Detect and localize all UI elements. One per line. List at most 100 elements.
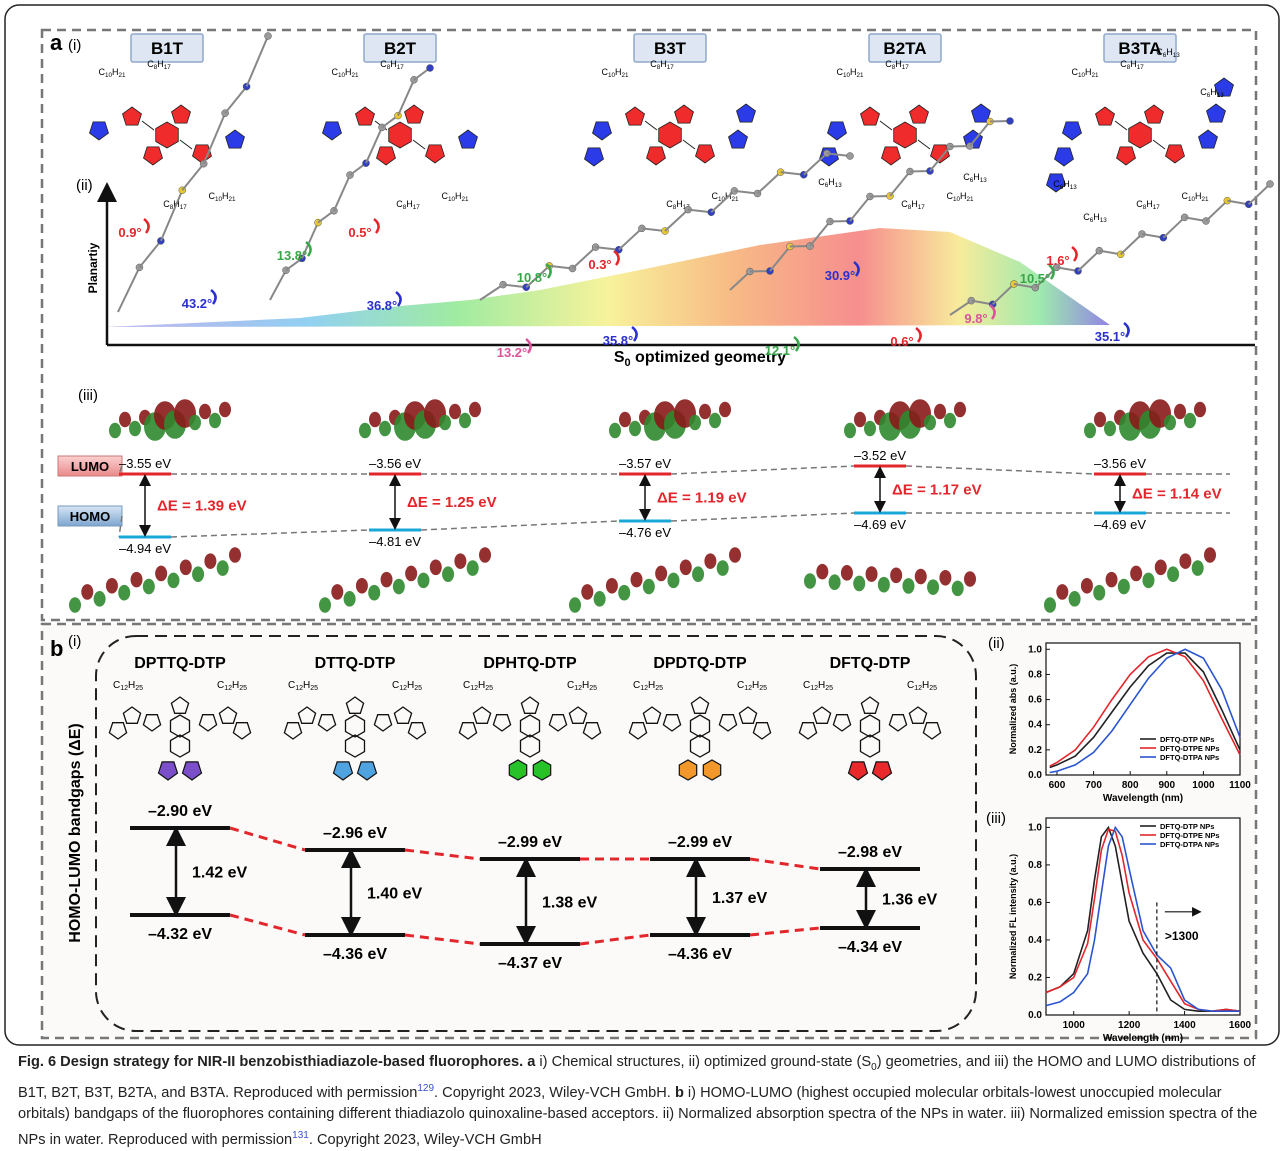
angle-label: 1.6° (1046, 253, 1069, 268)
orbital-lobe (709, 413, 721, 429)
y-axis-label: Normalized FL intensity (a.u.) (1008, 854, 1018, 979)
formula: C6H13 (1083, 212, 1107, 224)
orbital-lobe (94, 591, 106, 607)
orbital-lobe (618, 585, 630, 601)
orbital-lobe (356, 578, 368, 594)
lumo-energy: –2.99 eV (668, 834, 732, 851)
angle-label: 0.6° (890, 334, 913, 349)
orbital-lobe (927, 579, 939, 595)
accent-ring (533, 760, 550, 780)
caption-panel: a (527, 1054, 535, 1070)
x-tick-label: 700 (1085, 780, 1102, 791)
ring (172, 105, 191, 123)
ring (356, 107, 375, 125)
orbital-lobe (1167, 566, 1179, 582)
orbital-lobe (155, 566, 167, 582)
y-tick-label: 1.0 (1028, 644, 1042, 655)
y-tick-label: 1.0 (1028, 822, 1042, 833)
angle-label: 12.1° (765, 343, 796, 358)
orbital-lobe (1179, 553, 1191, 569)
homo-energy: –4.37 eV (498, 955, 562, 972)
orbital-lobe (344, 591, 356, 607)
orbital-lobe (209, 413, 221, 429)
orbital-lobe (1094, 412, 1106, 428)
formula: C10H21 (1181, 191, 1209, 203)
ring (729, 130, 748, 148)
orbital-lobe (866, 566, 878, 582)
orbital-lobe (692, 566, 704, 582)
bond (1153, 140, 1165, 149)
planarity-label: Planartiy (86, 242, 100, 293)
legend-label: DFTQ-DTPE NPs (1160, 744, 1220, 753)
legend-label: DFTQ-DTP NPs (1160, 735, 1214, 744)
caption-ref[interactable]: 129 (417, 1083, 434, 1094)
panel-label: a (50, 30, 63, 55)
gap-label: 1.38 eV (542, 895, 597, 912)
orbital-lobe (109, 423, 121, 439)
orbital-lobe (719, 402, 731, 418)
orbital-lobe (81, 584, 93, 600)
orbital-lobe (417, 573, 429, 589)
angle-label: 0.9° (118, 225, 141, 240)
panel-label: b (50, 636, 63, 661)
bond (918, 140, 930, 149)
formula: C8H17 (396, 199, 420, 211)
ring (894, 122, 917, 148)
orbital-lobe (853, 576, 865, 592)
bond (619, 228, 642, 249)
ring (226, 130, 245, 148)
y-tick-label: 0.6 (1028, 897, 1042, 908)
ring (647, 147, 666, 165)
gap-label: ΔE = 1.14 eV (1132, 486, 1222, 503)
bond (139, 241, 160, 268)
orbital-lobe (890, 568, 902, 584)
caption-text: . Copyright 2023, Wiley-VCH GmbH (309, 1132, 542, 1148)
homo-energy: –4.34 eV (838, 939, 902, 956)
molecule-name: DPTTQ-DTP (134, 655, 226, 672)
page: { "panel_a":{ "label":"a","sub_i":"(i)",… (0, 0, 1285, 1151)
axis-label: S0 optimized geometry (614, 349, 786, 369)
bond (758, 172, 781, 193)
orbital-lobe (1194, 402, 1206, 418)
caption-ref[interactable]: 131 (292, 1130, 309, 1141)
molecule-name: B3T (654, 39, 687, 58)
orbital-lobe (467, 560, 479, 576)
orbital-lobe (1204, 547, 1216, 563)
ring (323, 122, 342, 140)
orbital-lobe (569, 597, 581, 613)
gap-label: 1.36 eV (882, 892, 937, 909)
y-tick-label: 0.0 (1028, 770, 1042, 781)
gap-label: ΔE = 1.17 eV (892, 482, 982, 499)
bond (1115, 121, 1127, 130)
lumo-tag-label: LUMO (71, 459, 109, 474)
caption-text: . Copyright 2023, Wiley-VCH GmbH. (434, 1085, 671, 1101)
axis-symbol: S (614, 349, 625, 366)
bond (270, 270, 286, 300)
ring (585, 148, 604, 166)
orbital-lobe (219, 402, 231, 418)
y-tick-label: 0.0 (1028, 1010, 1042, 1021)
homo-energy: –4.36 eV (323, 946, 387, 963)
orbital-lobe (319, 597, 331, 613)
orbital-lobe (944, 413, 956, 429)
angle-arc (614, 251, 619, 265)
orbital-lobe (368, 585, 380, 601)
lumo-energy: –2.99 eV (498, 834, 562, 851)
orbital-lobe (629, 421, 641, 437)
orbital-lobe (442, 566, 454, 582)
orbital-lobe (331, 584, 343, 600)
orbital-lobe (69, 597, 81, 613)
orbital-lobe (119, 412, 131, 428)
ring (144, 147, 163, 165)
y-tick-label: 0.4 (1028, 720, 1042, 731)
orbital-lobe (680, 560, 692, 576)
caption: Fig. 6 Design strategy for NIR-II benzob… (18, 1052, 1268, 1151)
orbital-lobe (469, 402, 481, 418)
molecule-name: B2TA (883, 39, 926, 58)
figure: a (i) (ii) (iii) b (i) (ii) (iii) HOMO-L… (0, 0, 1285, 1050)
bond (247, 36, 268, 87)
ring (910, 105, 929, 123)
bond (1206, 201, 1227, 221)
x-axis-label: Wavelength (nm) (1103, 793, 1183, 804)
orbital-lobe (934, 404, 946, 420)
